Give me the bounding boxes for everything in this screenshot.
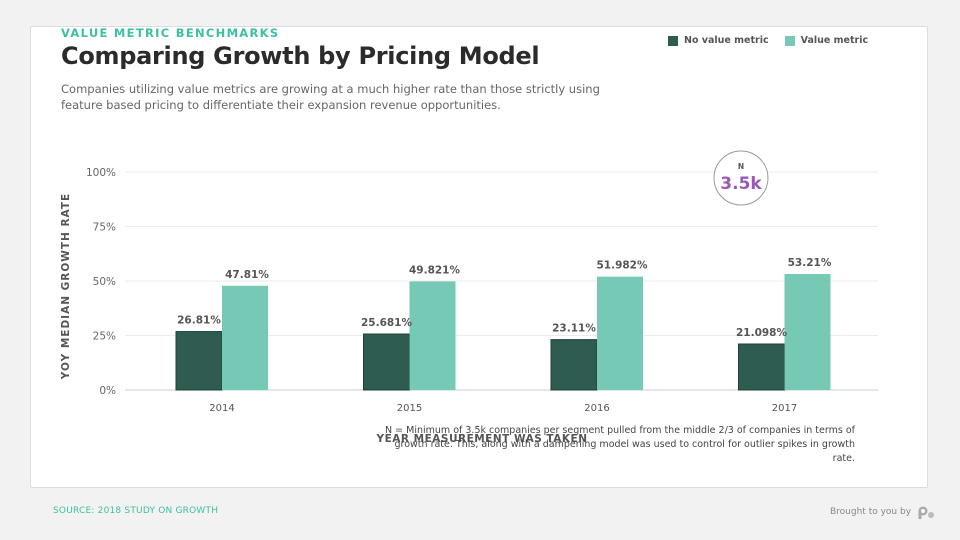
data-label-no-value-metric-2014: 26.81% [177,315,221,327]
legend-item-no-value-metric: No value metric [668,35,769,46]
data-label-value-metric-2016: 51.982% [596,260,648,272]
sample-size-badge: N 3.5k [713,150,769,206]
x-tick-label-2017: 2017 [772,403,797,414]
brand-credit-text: Brought to you by [830,507,912,517]
legend-swatch-value-metric [784,35,795,46]
source-citation: SOURCE: 2018 STUDY ON GROWTH [53,506,219,516]
data-label-value-metric-2015: 49.821% [409,264,461,276]
bar-no-value-metric-2016 [550,339,598,391]
bar-value-metric-2014 [222,285,268,390]
y-tick-label: 100% [86,167,116,179]
data-labels: 26.81% 47.81% 25.681% 49.821% 23.11% 51.982% 2… [177,257,832,339]
y-tick-label: 50% [93,276,116,288]
y-tick-label: 75% [93,222,116,234]
brand-credit: Brought to you by [830,505,935,519]
bar-value-metric-2016 [597,276,643,390]
data-label-value-metric-2014: 47.81% [225,269,269,281]
badge-value: 3.5k [720,174,762,194]
bars [175,274,831,391]
data-label-no-value-metric-2017: 21.098% [736,327,788,339]
data-label-no-value-metric-2016: 23.11% [552,323,596,335]
badge-label: N [738,162,744,171]
methodology-footnote: N = Minimum of 3.5k companies per segmen… [385,425,855,464]
legend-label-value-metric: Value metric [800,35,869,46]
legend-label-no-value-metric: No value metric [684,35,769,46]
data-label-no-value-metric-2015: 25.681% [361,317,413,329]
y-tick-label: 0% [99,385,116,397]
x-tick-labels: 2014 2015 2016 2017 [209,403,797,414]
bar-value-metric-2015 [409,281,456,390]
bar-no-value-metric-2017 [738,343,785,391]
chart-title: Comparing Growth by Pricing Model [61,42,540,70]
chart-subtitle: Companies utilizing value metrics are gr… [61,82,600,112]
profitwell-logo-icon [918,506,935,519]
chart-kicker: VALUE METRIC BENCHMARKS [61,26,280,40]
badge-circle [713,150,769,206]
bar-no-value-metric-2014 [175,331,223,391]
x-axis-label: YEAR MEASUREMENT WAS TAKEN [376,433,588,445]
y-axis-label: YOY MEDIAN GROWTH RATE [60,193,72,380]
x-tick-label-2016: 2016 [584,403,609,414]
legend-swatch-no-value-metric [668,35,678,46]
chart-card [30,26,928,488]
y-tick-label: 25% [93,331,116,343]
x-tick-label-2015: 2015 [397,403,422,414]
data-label-value-metric-2017: 53.21% [788,257,832,269]
bar-no-value-metric-2015 [363,333,410,391]
legend-item-value-metric: Value metric [784,35,869,46]
x-tick-label-2014: 2014 [209,403,234,414]
y-tick-labels: 0% 25% 50% 75% 100% [86,167,116,397]
chart-legend: No value metric Value metric [668,35,884,46]
bar-value-metric-2017 [784,274,831,390]
